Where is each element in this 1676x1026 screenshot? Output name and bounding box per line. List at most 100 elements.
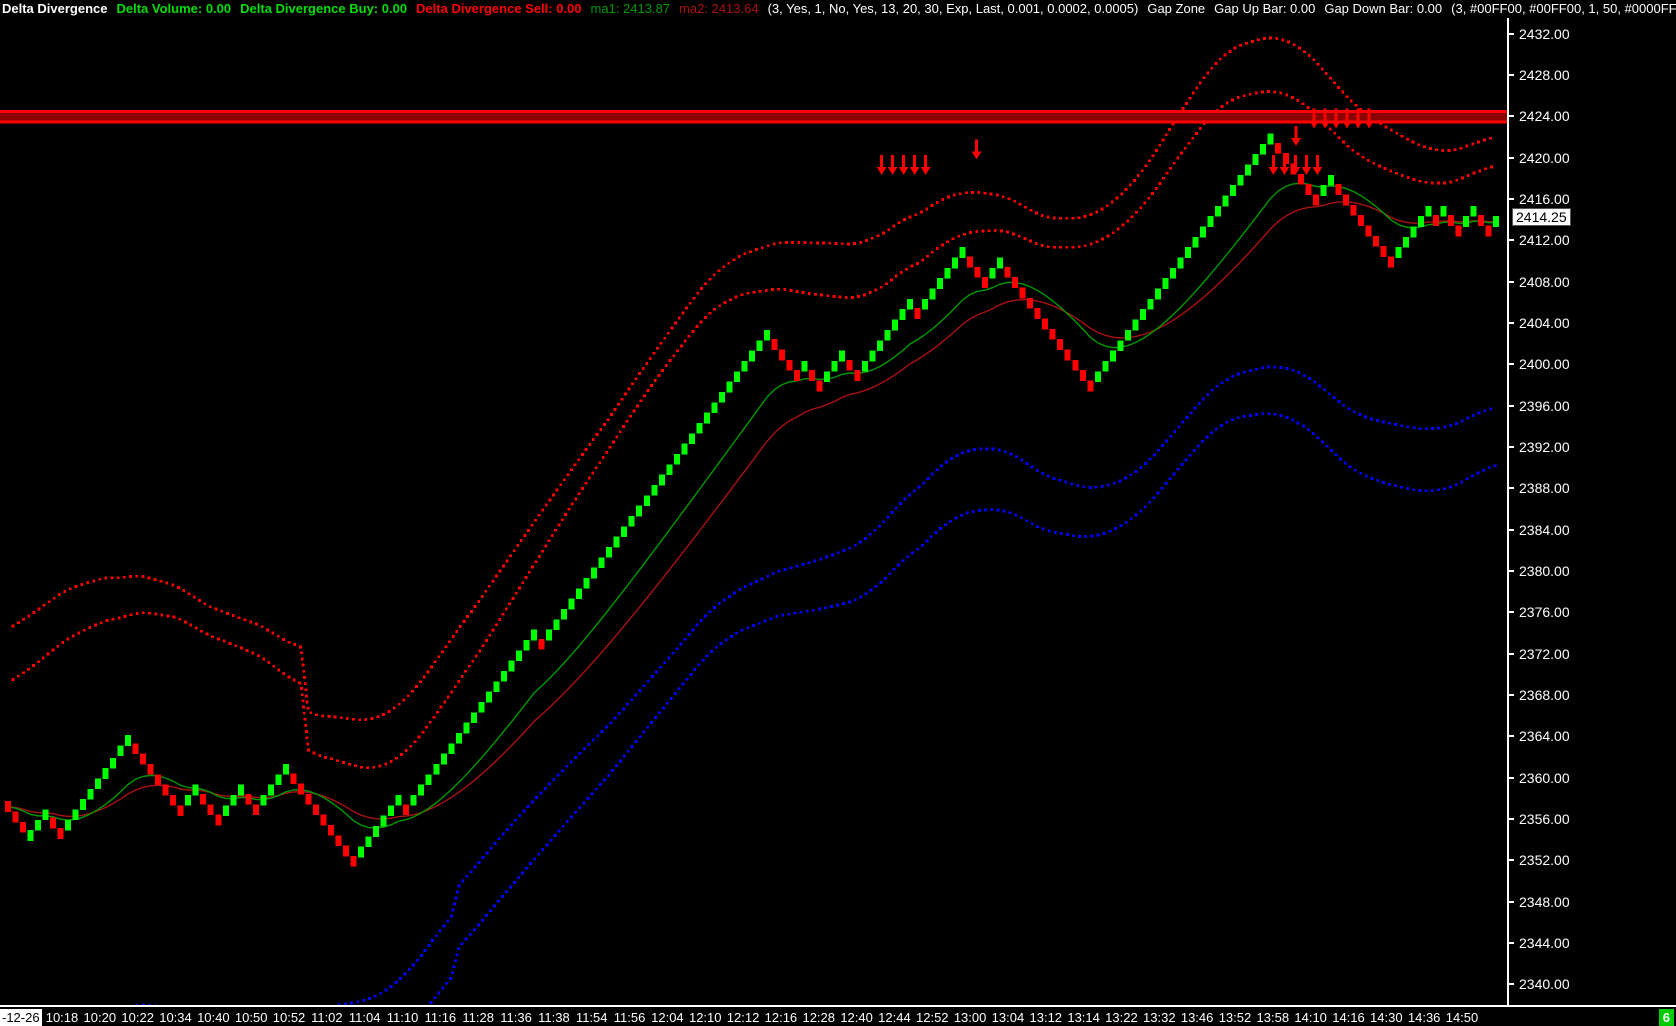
renko-brick[interactable] bbox=[1335, 184, 1342, 195]
renko-brick[interactable] bbox=[410, 794, 417, 806]
renko-brick[interactable] bbox=[1350, 204, 1357, 216]
renko-brick[interactable] bbox=[1109, 350, 1116, 362]
renko-brick[interactable] bbox=[19, 821, 26, 833]
renko-brick[interactable] bbox=[57, 828, 64, 839]
renko-brick[interactable] bbox=[643, 495, 650, 507]
renko-brick[interactable] bbox=[1200, 226, 1207, 238]
renko-brick[interactable] bbox=[328, 824, 335, 836]
renko-brick[interactable] bbox=[358, 846, 365, 858]
renko-brick[interactable] bbox=[1012, 277, 1019, 288]
renko-brick[interactable] bbox=[546, 629, 553, 641]
renko-brick[interactable] bbox=[598, 557, 605, 569]
renko-brick[interactable] bbox=[64, 819, 71, 831]
renko-brick[interactable] bbox=[733, 371, 740, 382]
renko-brick[interactable] bbox=[305, 793, 312, 805]
renko-brick[interactable] bbox=[1049, 328, 1056, 340]
renko-brick[interactable] bbox=[1102, 360, 1109, 372]
renko-brick[interactable] bbox=[666, 464, 673, 476]
renko-brick[interactable] bbox=[493, 681, 500, 693]
renko-brick[interactable] bbox=[869, 350, 876, 362]
renko-brick[interactable] bbox=[290, 773, 297, 785]
renko-brick[interactable] bbox=[989, 267, 996, 279]
renko-brick[interactable] bbox=[884, 329, 891, 341]
renko-brick[interactable] bbox=[831, 360, 838, 372]
renko-brick[interactable] bbox=[681, 443, 688, 455]
study-parameters-2[interactable]: (3, #00FF00, #00FF00, 1, 50, #0000FF, #0… bbox=[1451, 1, 1676, 16]
renko-brick[interactable] bbox=[380, 815, 387, 827]
renko-brick[interactable] bbox=[1064, 349, 1071, 361]
renko-brick[interactable] bbox=[147, 763, 154, 775]
renko-brick[interactable] bbox=[1237, 174, 1244, 186]
renko-brick[interactable] bbox=[267, 784, 274, 796]
renko-brick[interactable] bbox=[959, 247, 966, 258]
renko-brick[interactable] bbox=[1372, 235, 1379, 247]
renko-brick[interactable] bbox=[403, 804, 410, 816]
renko-brick[interactable] bbox=[350, 855, 357, 867]
renko-brick[interactable] bbox=[1192, 236, 1199, 248]
renko-brick[interactable] bbox=[696, 422, 703, 434]
renko-brick[interactable] bbox=[801, 360, 808, 372]
renko-brick[interactable] bbox=[583, 577, 590, 589]
renko-brick[interactable] bbox=[72, 809, 79, 821]
renko-brick[interactable] bbox=[1004, 266, 1011, 278]
renko-brick[interactable] bbox=[1139, 309, 1146, 320]
renko-brick[interactable] bbox=[485, 691, 492, 703]
renko-brick[interactable] bbox=[591, 567, 598, 579]
renko-brick[interactable] bbox=[1425, 205, 1432, 217]
renko-brick[interactable] bbox=[275, 774, 282, 786]
renko-brick[interactable] bbox=[1455, 225, 1462, 237]
renko-brick[interactable] bbox=[1185, 247, 1192, 258]
renko-brick[interactable] bbox=[215, 814, 222, 826]
renko-brick[interactable] bbox=[1312, 194, 1319, 206]
renko-brick[interactable] bbox=[260, 794, 267, 806]
renko-brick[interactable] bbox=[568, 598, 575, 610]
renko-brick[interactable] bbox=[1463, 216, 1470, 227]
renko-brick[interactable] bbox=[373, 826, 380, 837]
renko-brick[interactable] bbox=[102, 768, 109, 779]
renko-brick[interactable] bbox=[335, 835, 342, 847]
renko-brick[interactable] bbox=[914, 308, 921, 319]
renko-brick[interactable] bbox=[906, 298, 913, 310]
renko-brick[interactable] bbox=[523, 639, 530, 651]
renko-brick[interactable] bbox=[929, 288, 936, 300]
renko-brick[interactable] bbox=[1117, 340, 1124, 351]
renko-brick[interactable] bbox=[1380, 246, 1387, 257]
renko-brick[interactable] bbox=[636, 505, 643, 517]
renko-brick[interactable] bbox=[876, 340, 883, 351]
renko-brick[interactable] bbox=[185, 794, 192, 806]
study-legend-bar[interactable]: Delta Divergence Delta Volume: 0.00 Delt… bbox=[0, 0, 1676, 18]
renko-brick[interactable] bbox=[252, 804, 259, 816]
renko-brick[interactable] bbox=[34, 819, 41, 831]
renko-brick[interactable] bbox=[861, 360, 868, 372]
renko-brick[interactable] bbox=[794, 370, 801, 381]
renko-brick[interactable] bbox=[1327, 174, 1334, 186]
renko-brick[interactable] bbox=[230, 794, 237, 806]
renko-brick[interactable] bbox=[418, 784, 425, 796]
renko-brick[interactable] bbox=[1132, 319, 1139, 331]
renko-brick[interactable] bbox=[1357, 215, 1364, 226]
renko-brick[interactable] bbox=[448, 743, 455, 755]
renko-brick[interactable] bbox=[839, 350, 846, 362]
renko-brick[interactable] bbox=[1215, 205, 1222, 217]
renko-brick[interactable] bbox=[87, 788, 94, 800]
renko-brick[interactable] bbox=[771, 339, 778, 350]
renko-brick[interactable] bbox=[1177, 257, 1184, 269]
ma2-label[interactable]: ma2: 2413.64 bbox=[679, 1, 759, 16]
renko-brick[interactable] bbox=[703, 412, 710, 424]
renko-brick[interactable] bbox=[1057, 339, 1064, 350]
renko-brick[interactable] bbox=[974, 266, 981, 278]
renko-brick[interactable] bbox=[936, 278, 943, 289]
renko-brick[interactable] bbox=[1433, 215, 1440, 226]
renko-brick[interactable] bbox=[553, 619, 560, 631]
renko-brick[interactable] bbox=[921, 298, 928, 310]
renko-brick[interactable] bbox=[1493, 216, 1500, 227]
renko-brick[interactable] bbox=[1320, 185, 1327, 196]
renko-brick[interactable] bbox=[207, 804, 214, 816]
renko-brick[interactable] bbox=[312, 804, 319, 816]
time-axis[interactable]: -12-26 6 10:18 10:20 10:22 10:34 10:40 10:50 1… bbox=[0, 1005, 1676, 1026]
price-axis[interactable]: 2432.00 2428.00 2424.00 2420.00 2416.00 2412.… bbox=[1507, 18, 1676, 1005]
renko-brick[interactable] bbox=[1034, 308, 1041, 319]
renko-brick[interactable] bbox=[170, 794, 177, 806]
renko-brick[interactable] bbox=[1365, 225, 1372, 237]
renko-brick[interactable] bbox=[1260, 143, 1267, 155]
